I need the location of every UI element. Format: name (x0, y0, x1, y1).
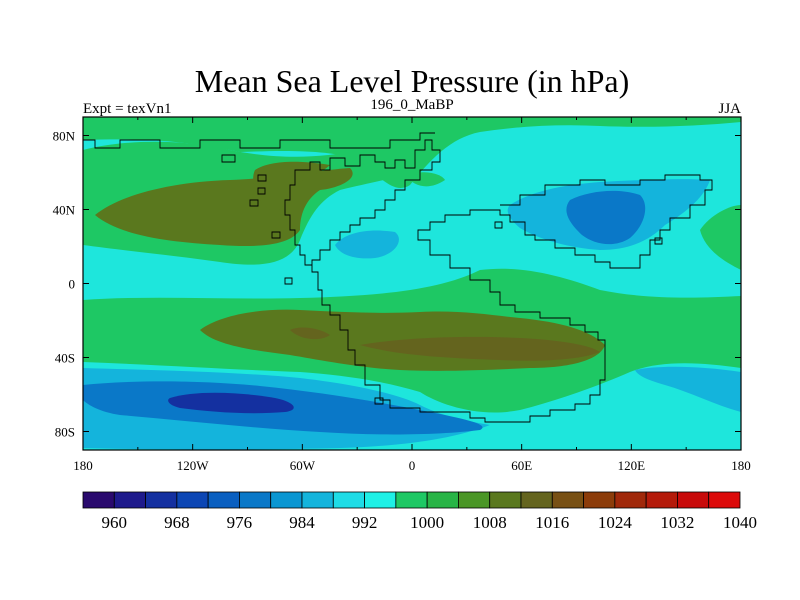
colorbar-box (677, 491, 710, 509)
colorbar-box (364, 491, 397, 509)
lon-tick-label: 60E (511, 458, 532, 473)
colorbar-label: 1016 (535, 513, 569, 532)
lon-tick-label: 60W (290, 458, 316, 473)
coastline-island-1 (221, 154, 236, 163)
contour-992-south-east (635, 366, 741, 412)
coastline-america-west (284, 169, 312, 266)
lat-tick-label: 40S (55, 351, 75, 366)
coastline-island-6 (374, 397, 384, 405)
contour-968-southern-ocean (168, 392, 294, 414)
colorbar-label: 1032 (660, 513, 694, 532)
time-label: 196_0_MaBP (370, 97, 453, 113)
colorbar-label: 992 (352, 513, 378, 532)
colorbar-box (614, 491, 647, 509)
lon-tick-label: 180 (73, 458, 93, 473)
experiment-label: Expt = texVn1 (83, 101, 171, 117)
colorbar-box (645, 491, 678, 509)
colorbar-box (426, 491, 459, 509)
colorbar-label: 1024 (598, 513, 633, 532)
contour-1016-natlantic (253, 161, 330, 212)
lon-tick-label: 0 (409, 458, 416, 473)
coastline-island-9 (257, 187, 266, 195)
lat-tick-label: 80S (55, 425, 75, 440)
contour-992-west-asia (335, 230, 399, 259)
contour-1008-east (700, 205, 741, 270)
colorbar-label: 960 (102, 513, 128, 532)
colorbar-box (270, 491, 303, 509)
lon-tick-label: 120W (177, 458, 210, 473)
coastline-island-3 (249, 199, 259, 207)
coastline-island-8 (654, 237, 663, 245)
colorbar-box (489, 491, 522, 509)
colorbar-box (458, 491, 491, 509)
colorbar-box (113, 491, 146, 509)
contour-1008-gulf (405, 172, 445, 187)
pressure-field (83, 117, 741, 450)
lon-tick-label: 120E (618, 458, 646, 473)
colorbar-box (145, 491, 178, 509)
contour-1008-arctic (83, 117, 741, 188)
figure-title: Mean Sea Level Pressure (in hPa) (195, 63, 630, 99)
colorbar-label: 984 (289, 513, 315, 532)
coastline-island-7 (494, 221, 503, 229)
season-label: JJA (718, 101, 741, 117)
colorbar-label: 968 (164, 513, 190, 532)
colorbar-box (520, 491, 553, 509)
lat-tick-label: 40N (53, 203, 76, 218)
colorbar-box (551, 491, 584, 509)
coastline-island-5 (284, 277, 293, 285)
colorbar-label: 1008 (473, 513, 507, 532)
coastline-arctic (83, 132, 435, 149)
colorbar-box (239, 491, 272, 509)
colorbar-box (708, 491, 741, 509)
colorbar: 960 968 976 984 992 1000 1008 1016 1024 1032 1040 (82, 491, 757, 532)
contour-1016-sindian (360, 336, 600, 361)
colorbar-box (207, 491, 240, 509)
coastline-pangea-west (300, 139, 713, 423)
lat-tick-label: 0 (69, 277, 76, 292)
latitude-axis: 80N 40N 0 40S 80S (53, 129, 741, 440)
colorbar-box (583, 491, 616, 509)
contour-984-asia (566, 190, 646, 245)
colorbar-box (301, 491, 334, 509)
lon-tick-label: 180 (731, 458, 751, 473)
coastline-island-4 (271, 231, 281, 239)
colorbar-label: 1000 (410, 513, 444, 532)
coastline-island-2 (257, 174, 267, 182)
coastlines (83, 132, 713, 423)
colorbar-box (332, 491, 365, 509)
colorbar-box (395, 491, 428, 509)
colorbar-label: 1040 (723, 513, 757, 532)
lat-tick-label: 80N (53, 129, 76, 144)
colorbar-box (82, 491, 115, 509)
contour-1016-spacific-inner (290, 327, 330, 340)
longitude-axis: 180 120W 60W 0 60E 120E 180 (73, 117, 751, 473)
colorbar-box (176, 491, 209, 509)
colorbar-label: 976 (227, 513, 253, 532)
